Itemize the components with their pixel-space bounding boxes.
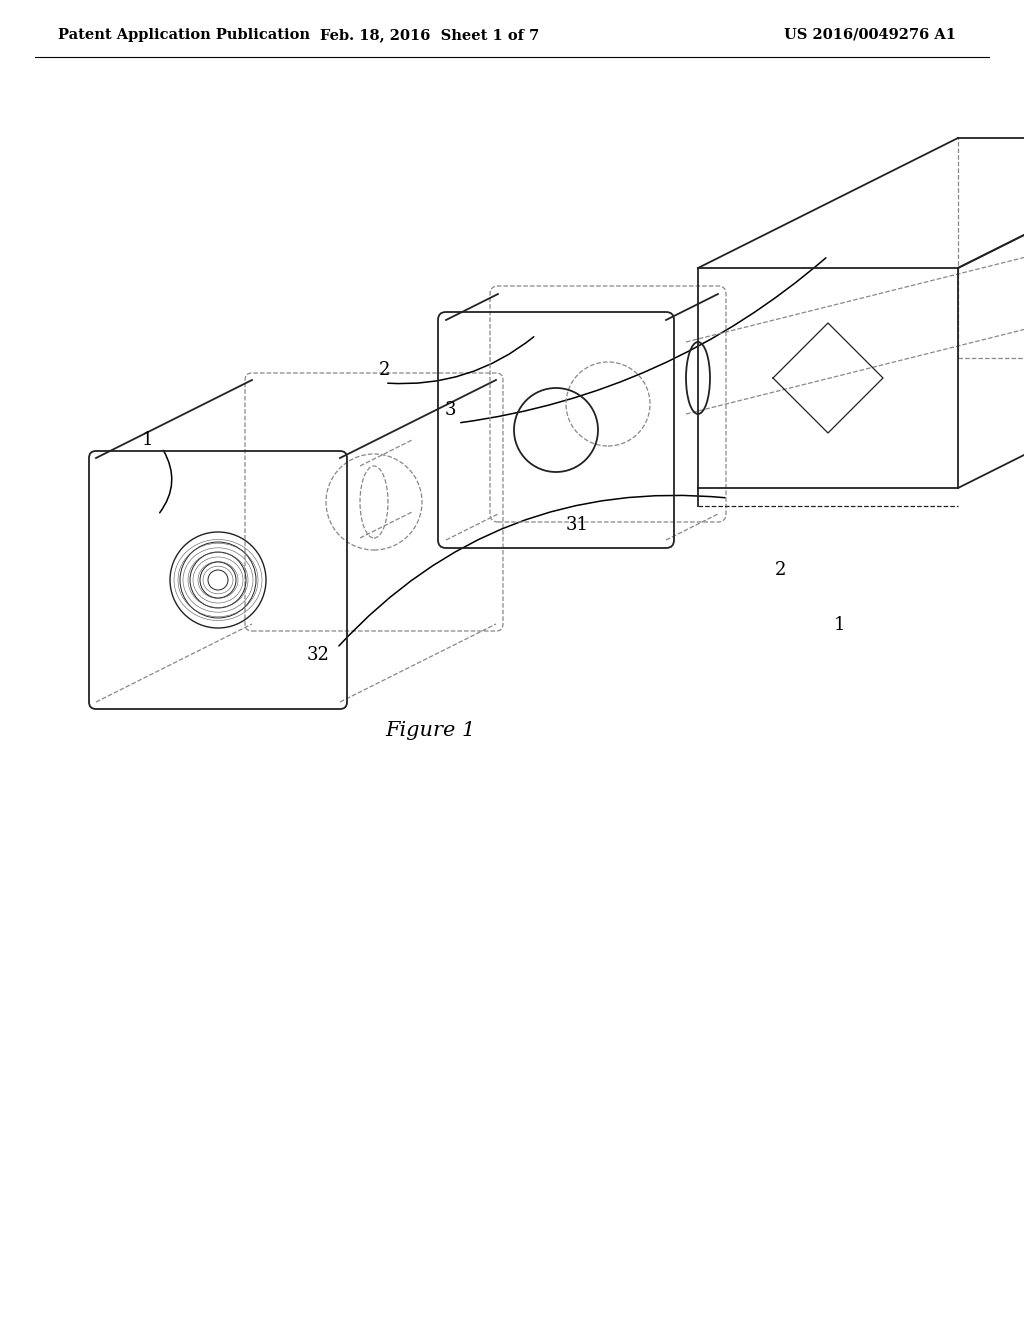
Text: 1: 1: [835, 616, 846, 634]
Text: 2: 2: [379, 360, 391, 379]
Text: Figure 1: Figure 1: [385, 721, 475, 739]
Text: US 2016/0049276 A1: US 2016/0049276 A1: [784, 28, 956, 42]
Text: 1: 1: [142, 432, 154, 449]
Text: 31: 31: [565, 516, 589, 535]
Text: Patent Application Publication: Patent Application Publication: [58, 28, 310, 42]
Text: 3: 3: [444, 401, 456, 418]
Text: 2: 2: [774, 561, 785, 579]
Text: 32: 32: [306, 645, 330, 664]
Text: Feb. 18, 2016  Sheet 1 of 7: Feb. 18, 2016 Sheet 1 of 7: [321, 28, 540, 42]
